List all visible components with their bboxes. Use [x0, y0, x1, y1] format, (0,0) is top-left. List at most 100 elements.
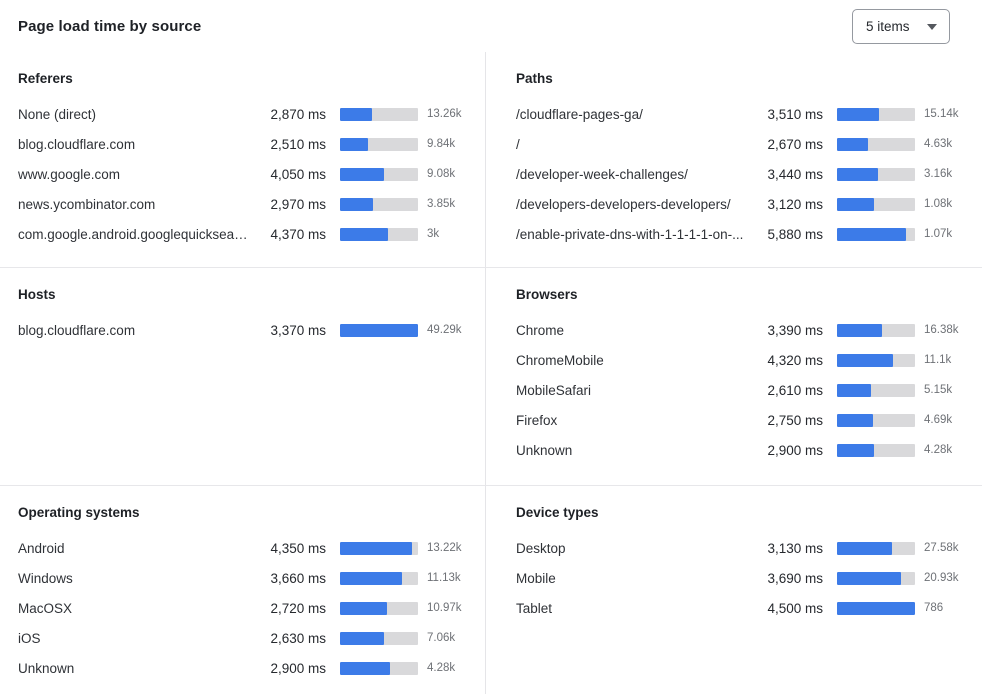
- row-label: Desktop: [516, 540, 566, 556]
- metric-row[interactable]: / 2,670 ms 4.63k: [516, 129, 976, 159]
- bar-fill: [837, 107, 880, 121]
- bar-track: [340, 197, 418, 211]
- panel-browsers: Browsers Chrome 3,390 ms 16.38k ChromeMobil…: [486, 267, 982, 485]
- metric-row[interactable]: MacOSX 2,720 ms 10.97k: [18, 593, 479, 623]
- row-count: 786: [924, 602, 944, 614]
- panel-rows: Android 4,350 ms 13.22k Windows 3,660 ms 11.1…: [18, 533, 479, 683]
- row-label: blog.cloudflare.com: [18, 136, 136, 152]
- panel-paths: Paths /cloudflare-pages-ga/3,510 ms 15.14…: [486, 52, 982, 267]
- panel-referers: Referers None (direct) 2,870 ms 13.26k blog…: [0, 52, 486, 267]
- bar-fill: [837, 541, 892, 555]
- bar-track: [837, 353, 915, 367]
- row-load-time: 2,720 ms: [270, 600, 326, 616]
- metric-row[interactable]: MobileSafari 2,610 ms 5.15k: [516, 375, 976, 405]
- bar-fill: [837, 601, 915, 615]
- panel-title: Browsers: [516, 287, 578, 302]
- bar-track: [340, 571, 418, 585]
- panels-grid: Referers None (direct) 2,870 ms 13.26k blog…: [0, 52, 982, 694]
- metric-row[interactable]: None (direct) 2,870 ms 13.26k: [18, 99, 479, 129]
- bar-fill: [837, 227, 907, 241]
- bar-track: [837, 167, 915, 181]
- row-load-time: 3,440 ms: [767, 166, 823, 182]
- bar-fill: [837, 197, 874, 211]
- bar-fill: [340, 107, 372, 121]
- metric-row[interactable]: /cloudflare-pages-ga/3,510 ms 15.14k: [516, 99, 976, 129]
- row-label: ChromeMobile: [516, 352, 604, 368]
- row-load-time: 4,350 ms: [270, 540, 326, 556]
- metric-row[interactable]: Windows 3,660 ms 11.13k: [18, 563, 479, 593]
- row-count: 9.84k: [427, 138, 456, 150]
- bar-track: [837, 227, 915, 241]
- row-count: 13.26k: [427, 108, 462, 120]
- row-load-time: 2,670 ms: [767, 136, 823, 152]
- bar-fill: [340, 541, 412, 555]
- metric-row[interactable]: Tablet 4,500 ms 786: [516, 593, 976, 623]
- panel-rows: blog.cloudflare.com 3,370 ms 49.29k: [18, 315, 479, 345]
- metric-row[interactable]: iOS 2,630 ms 7.06k: [18, 623, 479, 653]
- metric-row[interactable]: ChromeMobile 4,320 ms 11.1k: [516, 345, 976, 375]
- row-label: /cloudflare-pages-ga/: [516, 106, 643, 122]
- panel-rows: Desktop 3,130 ms 27.58k Mobile 3,690 ms 20.93…: [516, 533, 976, 623]
- row-count: 20.93k: [924, 572, 959, 584]
- row-count: 13.22k: [427, 542, 462, 554]
- bar-track: [340, 167, 418, 181]
- row-load-time: 2,610 ms: [767, 382, 823, 398]
- page-title: Page load time by source: [18, 17, 202, 35]
- row-label: Windows: [18, 570, 73, 586]
- row-label: /developer-week-challenges/: [516, 166, 688, 182]
- row-label: Tablet: [516, 600, 553, 616]
- panel-title: Device types: [516, 505, 599, 520]
- row-load-time: 4,500 ms: [767, 600, 823, 616]
- metric-row[interactable]: /developer-week-challenges/3,440 ms 3.16k: [516, 159, 976, 189]
- bar-track: [837, 137, 915, 151]
- widget-header: Page load time by source 5 items: [0, 0, 982, 52]
- row-load-time: 3,660 ms: [270, 570, 326, 586]
- row-load-time: 2,900 ms: [767, 442, 823, 458]
- row-load-time: 2,970 ms: [270, 196, 326, 212]
- row-count: 7.06k: [427, 632, 456, 644]
- metric-row[interactable]: Chrome 3,390 ms 16.38k: [516, 315, 976, 345]
- bar-track: [340, 227, 418, 241]
- row-count: 11.1k: [924, 354, 952, 366]
- bar-fill: [837, 413, 873, 427]
- metric-row[interactable]: Unknown 2,900 ms 4.28k: [516, 435, 976, 465]
- bar-fill: [837, 571, 901, 585]
- row-count: 1.07k: [924, 228, 953, 240]
- row-label: www.google.com: [18, 166, 121, 182]
- row-count: 4.69k: [924, 414, 953, 426]
- metric-row[interactable]: blog.cloudflare.com 2,510 ms 9.84k: [18, 129, 479, 159]
- items-count-value: 5 items: [866, 18, 910, 34]
- panel-title: Operating systems: [18, 505, 140, 520]
- chevron-down-icon: [927, 23, 937, 30]
- bar-track: [837, 601, 915, 615]
- metric-row[interactable]: www.google.com 4,050 ms 9.08k: [18, 159, 479, 189]
- metric-row[interactable]: news.ycombinator.com 2,970 ms 3.85k: [18, 189, 479, 219]
- panel-operating-systems: Operating systems Android 4,350 ms 13.22k W…: [0, 485, 486, 694]
- metric-row[interactable]: Android 4,350 ms 13.22k: [18, 533, 479, 563]
- bar-track: [837, 323, 915, 337]
- metric-row[interactable]: Mobile 3,690 ms 20.93k: [516, 563, 976, 593]
- metric-row[interactable]: blog.cloudflare.com 3,370 ms 49.29k: [18, 315, 479, 345]
- metric-row[interactable]: /enable-private-dns-with-1-1-1-1-on-... 5…: [516, 219, 976, 249]
- bar-track: [837, 107, 915, 121]
- row-label: iOS: [18, 630, 41, 646]
- row-count: 5.15k: [924, 384, 953, 396]
- bar-track: [340, 137, 418, 151]
- bar-track: [837, 443, 915, 457]
- metric-row[interactable]: /developers-developers-developers/3,120 …: [516, 189, 976, 219]
- row-label: Firefox: [516, 412, 558, 428]
- items-count-select[interactable]: 5 items: [852, 8, 950, 44]
- bar-track: [340, 541, 418, 555]
- row-load-time: 3,120 ms: [767, 196, 823, 212]
- bar-track: [340, 601, 418, 615]
- bar-track: [837, 571, 915, 585]
- row-load-time: 2,630 ms: [270, 630, 326, 646]
- metric-row[interactable]: com.google.android.googlequicksearc... 4,…: [18, 219, 479, 249]
- row-label: news.ycombinator.com: [18, 196, 156, 212]
- bar-fill: [340, 323, 418, 337]
- metric-row[interactable]: Unknown 2,900 ms 4.28k: [18, 653, 479, 683]
- metric-row[interactable]: Firefox 2,750 ms 4.69k: [516, 405, 976, 435]
- metric-row[interactable]: Desktop 3,130 ms 27.58k: [516, 533, 976, 563]
- row-count: 4.28k: [924, 444, 953, 456]
